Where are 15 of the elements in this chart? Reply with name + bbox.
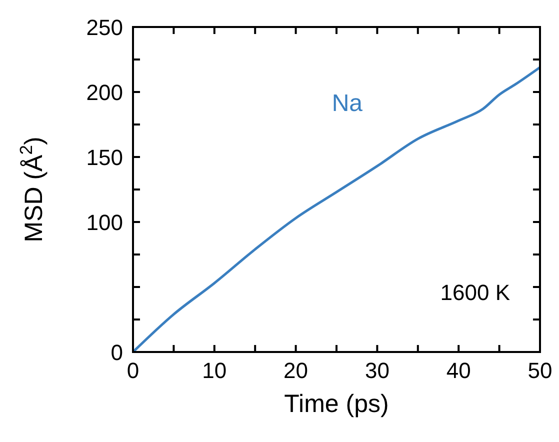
x-axis-title: Time (ps) [284, 390, 389, 418]
x-tick-label: 10 [202, 358, 227, 383]
x-tick-label: 20 [284, 358, 308, 383]
x-tick-label: 0 [126, 358, 140, 383]
annotation: 1600 K [440, 280, 510, 305]
y-tick-label: 250 [86, 15, 123, 40]
y-tick-label: 100 [86, 210, 123, 235]
x-tick-label: 50 [528, 358, 552, 383]
y-tick-label: 200 [86, 80, 123, 105]
x-tick-label: 30 [364, 358, 390, 383]
line-series [132, 66, 542, 354]
x-tick-label: 40 [446, 358, 471, 383]
y-tick-label: 150 [86, 145, 123, 170]
y-tick-label: 0 [110, 340, 123, 365]
text: Na [332, 90, 364, 118]
